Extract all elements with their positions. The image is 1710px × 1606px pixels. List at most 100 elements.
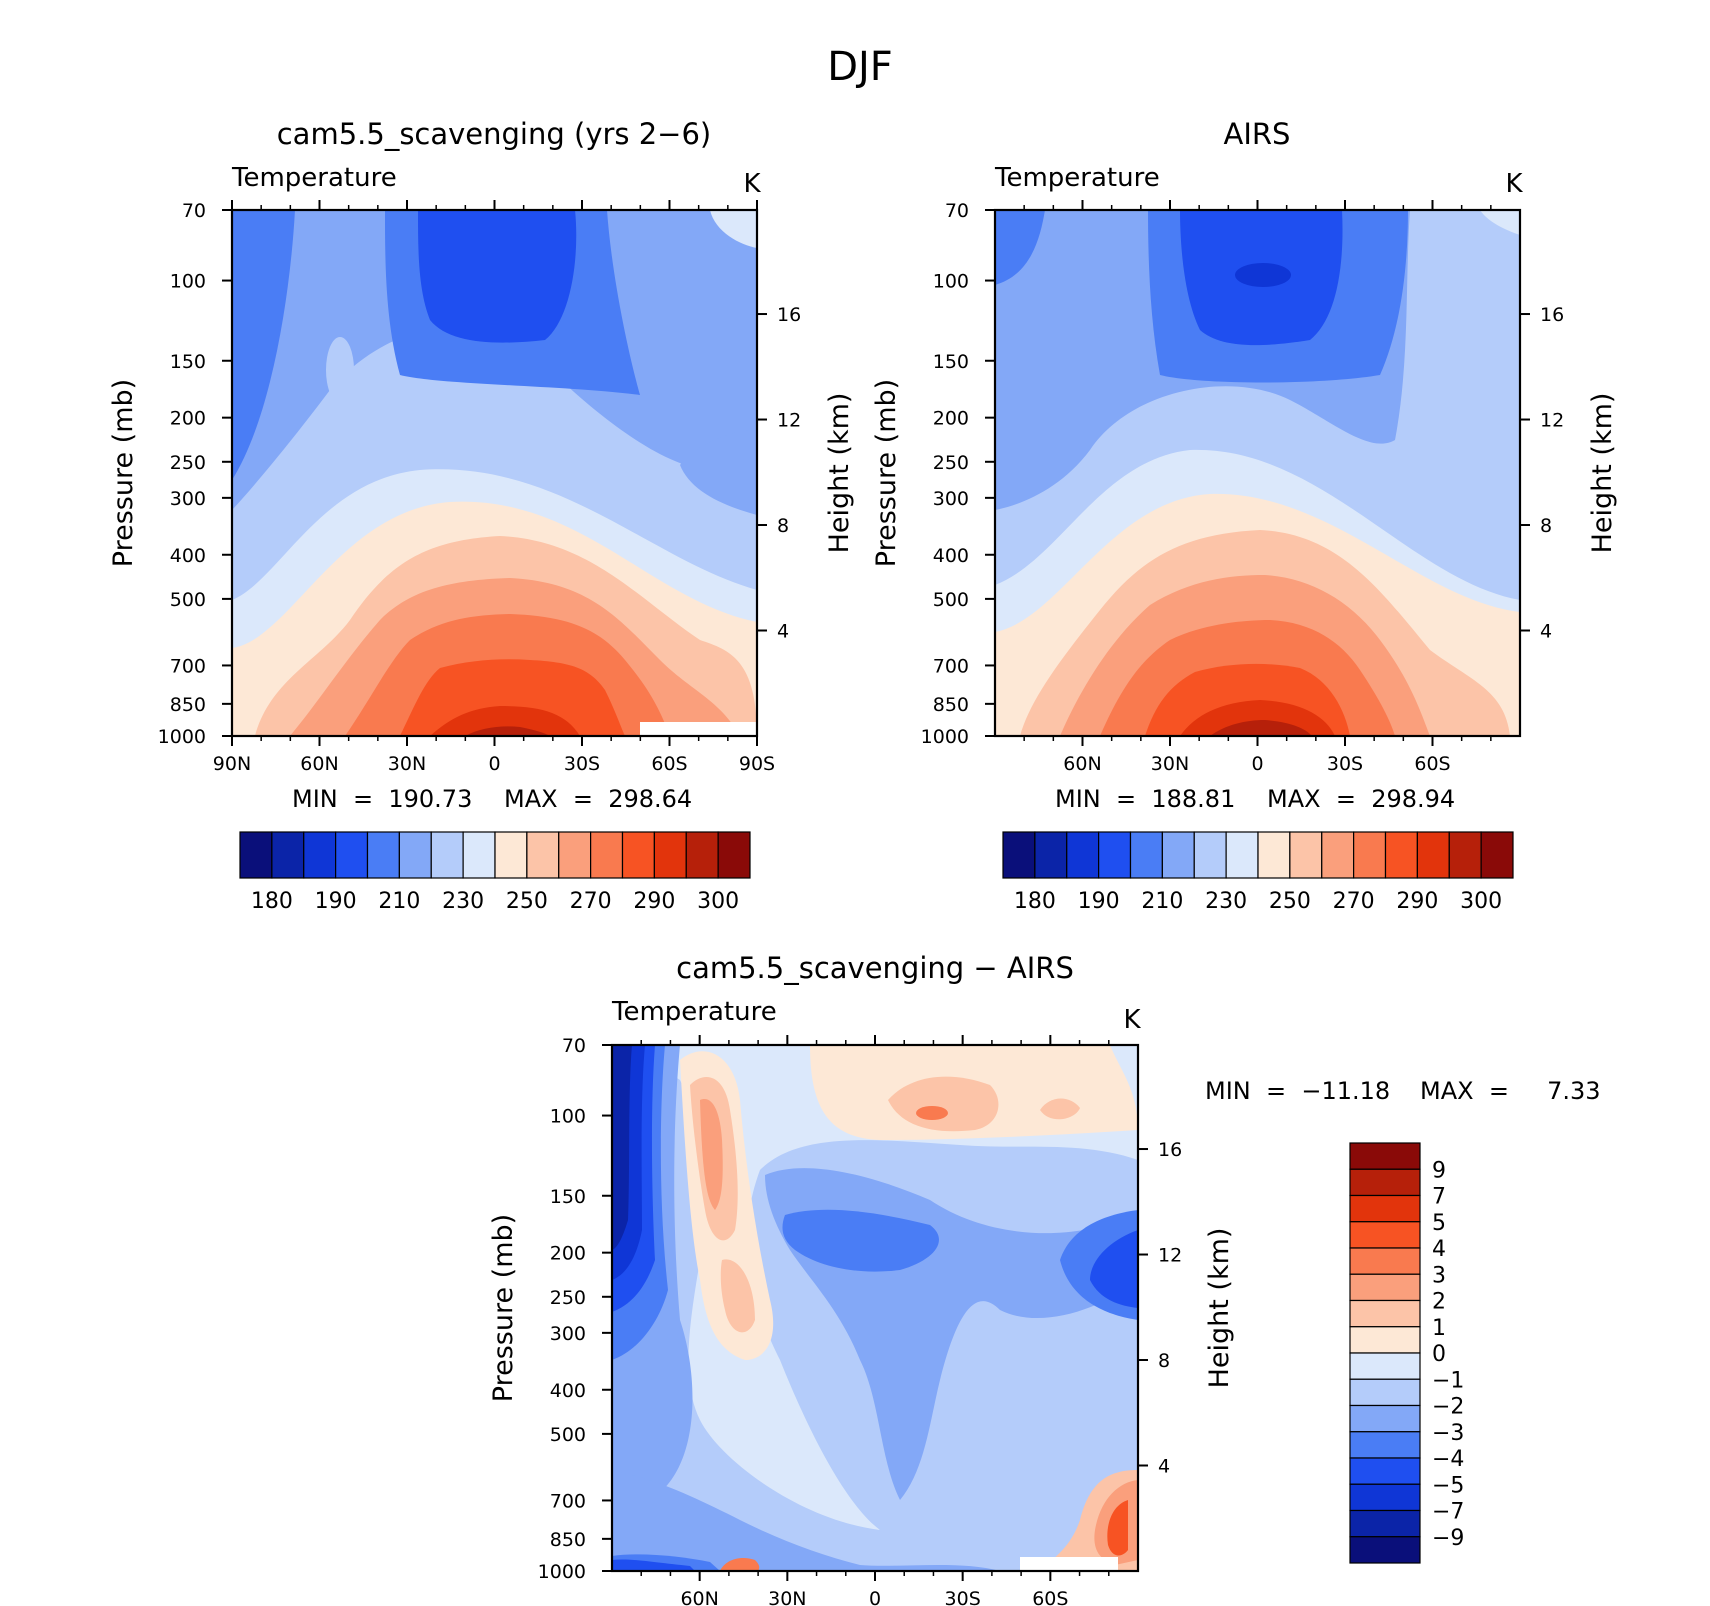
colorbar-label: 180 [251, 889, 293, 914]
x-tick-label: 60S [1414, 753, 1450, 775]
colorbar-swatch [526, 831, 560, 879]
contour-band [680, 430, 757, 515]
colorbar-label: 180 [1014, 889, 1056, 914]
contour-band [232, 210, 295, 480]
x-tick-label: 60S [1032, 1588, 1068, 1606]
colorbar-label: 290 [1396, 889, 1438, 914]
colorbar-label: 2 [1432, 1290, 1446, 1315]
colorbar-swatch [1416, 831, 1450, 879]
contour-band [700, 1099, 723, 1210]
colorbar-swatch [1349, 1431, 1421, 1459]
colorbar-label: 270 [1333, 889, 1375, 914]
x-tick-label: 30N [1151, 753, 1189, 775]
y-tick-label: 850 [933, 694, 969, 716]
panel-title-diff: cam5.5_scavenging − AIRS [676, 951, 1074, 985]
y-tick-label: 400 [550, 1380, 586, 1402]
x-tick-label: 90S [739, 753, 775, 775]
y2-tick-label: 8 [1540, 515, 1552, 537]
colorbar-swatch [1193, 831, 1227, 879]
y-tick-label: 150 [550, 1186, 586, 1208]
max-stat-model: MAX = 298.64 [504, 785, 692, 813]
x-tick-label: 0 [488, 753, 500, 775]
max-stat-obs: MAX = 298.94 [1267, 785, 1455, 813]
colorbar-swatch [621, 831, 655, 879]
y-tick-label: 150 [933, 351, 969, 373]
colorbar-label: −3 [1432, 1421, 1464, 1446]
y-tick-label: 700 [933, 655, 969, 677]
colorbar-label: −1 [1432, 1368, 1464, 1393]
colorbar-label: 1 [1432, 1316, 1446, 1341]
colorbar-swatch [335, 831, 369, 879]
colorbar-label: 3 [1432, 1263, 1446, 1288]
x-tick-label: 0 [869, 1588, 881, 1606]
colorbar-swatch [1353, 831, 1387, 879]
y-tick-label: 70 [562, 1035, 586, 1057]
missing-data-region [640, 722, 757, 736]
colorbar-label: 290 [633, 889, 675, 914]
contour-band [995, 210, 1045, 285]
max-stat-diff: MAX = 7.33 [1420, 1077, 1601, 1105]
y2-tick-label: 12 [777, 410, 801, 432]
contour-band [888, 1076, 999, 1132]
colorbar-label: 300 [1460, 889, 1502, 914]
y2-tick-label: 4 [777, 621, 789, 643]
y-tick-label: 300 [170, 488, 206, 510]
contour-field-model [232, 210, 757, 736]
y2-tick-label: 4 [1540, 621, 1552, 643]
colorbar-swatch [685, 831, 719, 879]
colorbar-swatch [1349, 1273, 1421, 1302]
min-stat-model: MIN = 190.73 [292, 785, 472, 813]
contour-band [465, 726, 550, 736]
y-tick-label: 250 [933, 452, 969, 474]
colorbar-swatch [590, 831, 624, 879]
colorbar-swatch [1349, 1326, 1421, 1354]
y-tick-label: 70 [182, 200, 206, 222]
colorbar-swatch [1289, 831, 1323, 879]
colorbar-swatch [366, 831, 400, 879]
y2-axis-title-model: Height (km) [824, 393, 855, 554]
colorbar-label: −7 [1432, 1500, 1464, 1525]
colorbar-label: 9 [1432, 1158, 1446, 1183]
variable-label-model: Temperature [231, 163, 397, 193]
contour-band [782, 1209, 939, 1272]
panel-diff: cam5.5_scavenging − AIRS Temperature K [488, 951, 1601, 1606]
colorbar-swatch [1225, 831, 1259, 879]
colorbar-swatch [1349, 1509, 1421, 1538]
units-label-diff: K [1123, 1005, 1141, 1035]
contour-band [612, 1045, 632, 1250]
colorbar-swatch [1349, 1404, 1421, 1433]
y-tick-label: 400 [933, 545, 969, 567]
contour-field-obs [995, 210, 1520, 736]
y-tick-label: 150 [170, 351, 206, 373]
x-tick-label: 30S [945, 1588, 981, 1606]
colorbar-label: 190 [1078, 889, 1120, 914]
colorbar-swatch [239, 831, 273, 879]
axes-obs: 60N 30N 0 30S 60S 70 100 150 200 250 300 400 500 700 8… [921, 200, 1564, 775]
colorbar-swatch [1448, 831, 1482, 879]
y-tick-label: 100 [933, 271, 969, 293]
y-tick-label: 200 [170, 408, 206, 430]
colorbar-label: 230 [1205, 889, 1247, 914]
colorbar-label: −2 [1432, 1395, 1464, 1420]
variable-label-diff: Temperature [611, 997, 777, 1027]
colorbar-swatch [1480, 831, 1514, 879]
y2-tick-label: 8 [1158, 1350, 1170, 1372]
y-tick-label: 70 [945, 200, 969, 222]
colorbar-label: 250 [506, 889, 548, 914]
y-tick-label: 200 [550, 1243, 586, 1265]
colorbar-swatch [1349, 1457, 1421, 1485]
colorbar-swatch [1098, 831, 1132, 879]
colorbar-swatch [1349, 1536, 1421, 1564]
y-tick-label: 100 [170, 271, 206, 293]
colorbar-swatch [1129, 831, 1163, 879]
y2-tick-label: 12 [1540, 410, 1564, 432]
y-tick-label: 1000 [158, 726, 206, 748]
units-label-obs: K [1505, 169, 1523, 199]
colorbar-swatch [1349, 1168, 1421, 1197]
y2-tick-label: 16 [1158, 1139, 1182, 1161]
colorbar-swatch [271, 831, 305, 879]
contour-band [1040, 1098, 1080, 1120]
colorbar-swatch [1349, 1299, 1421, 1328]
colorbar-swatch [1161, 831, 1195, 879]
